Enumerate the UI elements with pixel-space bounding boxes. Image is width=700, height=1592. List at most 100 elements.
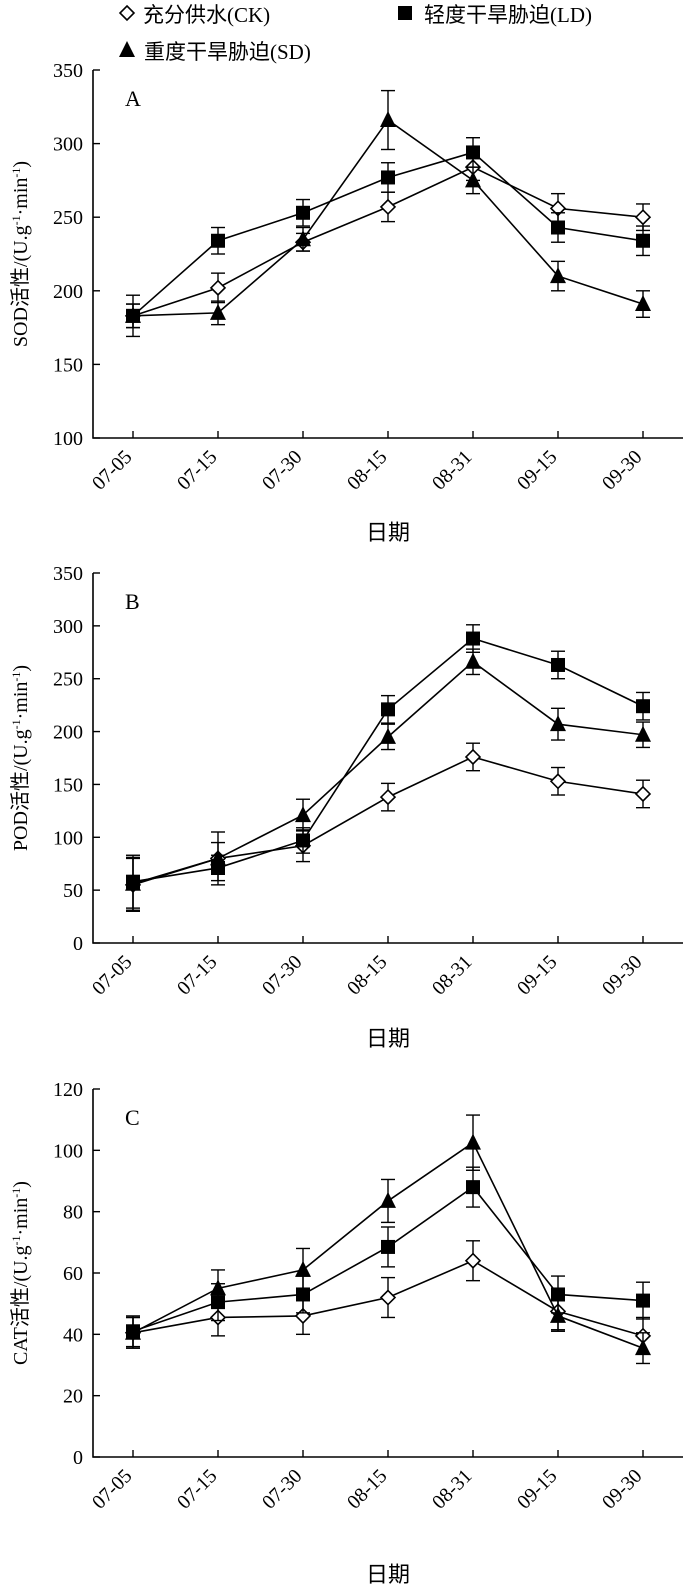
legend-marker: [118, 4, 136, 22]
y-tick-label: 0: [73, 1447, 83, 1469]
x-tick-label: 07-05: [88, 446, 137, 495]
x-tick-label: 07-30: [258, 951, 307, 1000]
data-point: [125, 1323, 141, 1340]
data-point: [380, 1191, 396, 1208]
x-tick-label: 07-15: [173, 1465, 222, 1514]
data-point: [550, 267, 566, 284]
y-tick-label: 150: [53, 774, 83, 796]
x-tick-label: 09-30: [598, 951, 647, 1000]
series-triangle-filled: [125, 648, 651, 911]
data-point: [295, 806, 311, 823]
y-tick-label: 350: [53, 60, 83, 82]
x-tick-label: 07-15: [173, 951, 222, 1000]
y-tick-label: 250: [53, 207, 83, 229]
chart-panel-A: 100 150 200 250 300 350 07-05 07-15 07-30 08-15 08…: [9, 60, 683, 545]
data-point: [381, 170, 395, 185]
data-point: [295, 1260, 311, 1277]
y-tick-label: 100: [53, 827, 83, 849]
x-tick-label: 09-15: [513, 446, 562, 495]
data-point: [209, 279, 227, 296]
data-point: [296, 205, 310, 220]
data-point: [380, 111, 396, 128]
data-point: [550, 715, 566, 732]
x-tick-label: 07-30: [258, 446, 307, 495]
axis-lines: [92, 1089, 683, 1458]
y-tick-label: 40: [63, 1324, 83, 1346]
x-tick-label: 08-31: [428, 951, 477, 1000]
data-point: [551, 1287, 565, 1302]
data-point: [210, 1279, 226, 1296]
y-tick-label: 150: [53, 354, 83, 376]
x-tick-label: 08-15: [343, 446, 392, 495]
legend-item: 轻度干旱胁迫(LD): [398, 3, 592, 27]
chart-panel-C: 0 20 40 60 80 100 120 07-05 07-15 07-30 08-15 08-31…: [9, 1079, 683, 1587]
x-tick-label: 07-15: [173, 446, 222, 495]
x-axis-title: 日期: [366, 1562, 410, 1587]
data-point: [634, 209, 652, 226]
data-point: [464, 1252, 482, 1269]
data-point: [466, 145, 480, 160]
x-tick-label: 07-05: [88, 1465, 137, 1514]
x-tick-label: 09-30: [598, 1465, 647, 1514]
y-tick-label: 300: [53, 134, 83, 156]
data-point: [549, 773, 567, 790]
y-tick-label: 350: [53, 563, 83, 585]
data-point: [466, 631, 480, 646]
series-square-filled: [126, 137, 650, 338]
y-tick-label: 0: [73, 933, 83, 955]
series-triangle-filled: [125, 1114, 651, 1365]
legend-item: 重度干旱胁迫(SD): [119, 40, 311, 64]
data-point: [635, 1339, 651, 1356]
data-point: [381, 702, 395, 717]
legend-marker: [119, 41, 135, 57]
x-tick-label: 09-15: [513, 1465, 562, 1514]
x-axis-title: 日期: [366, 1026, 410, 1051]
legend: 充分供水(CK) 轻度干旱胁迫(LD) 重度干旱胁迫(SD): [118, 3, 592, 64]
data-point: [381, 1239, 395, 1254]
x-tick-label: 08-31: [428, 1465, 477, 1514]
series-diamond-open: [124, 742, 652, 912]
x-tick-label: 09-15: [513, 951, 562, 1000]
data-point: [125, 306, 141, 323]
data-point: [465, 652, 481, 669]
legend-label: 重度干旱胁迫(SD): [144, 40, 311, 64]
y-tick-label: 300: [53, 616, 83, 638]
chart-panel-B: 0 50 100 150 200 250 300 350 07-05 07-15 07-30 08-1…: [9, 563, 683, 1051]
y-tick-label: 120: [53, 1079, 83, 1101]
data-point: [379, 788, 397, 806]
data-point: [379, 198, 397, 216]
y-tick-label: 50: [63, 880, 83, 902]
data-point: [636, 1293, 650, 1308]
panel-label: B: [125, 589, 140, 614]
axis-lines: [92, 573, 683, 944]
data-point: [636, 233, 650, 248]
x-axis-title: 日期: [366, 520, 410, 545]
data-point: [465, 171, 481, 188]
panel-label: A: [125, 86, 141, 111]
y-tick-label: 100: [53, 1140, 83, 1162]
data-point: [551, 220, 565, 235]
y-axis-title: SOD活性/(U.g-1·min-1): [9, 161, 32, 347]
x-tick-label: 07-05: [88, 951, 137, 1000]
data-point: [466, 1180, 480, 1195]
x-tick-label: 08-15: [343, 951, 392, 1000]
data-point: [210, 303, 226, 320]
data-point: [296, 833, 310, 848]
legend-label: 轻度干旱胁迫(LD): [424, 3, 592, 27]
data-point: [379, 1289, 397, 1306]
data-point: [380, 727, 396, 744]
data-point: [211, 233, 225, 248]
panel-label: C: [125, 1105, 140, 1130]
x-tick-label: 08-15: [343, 1465, 392, 1514]
y-tick-label: 200: [53, 722, 83, 744]
legend-label: 充分供水(CK): [143, 3, 270, 27]
data-point: [464, 748, 482, 766]
data-point: [210, 849, 226, 866]
data-point: [551, 657, 565, 672]
y-axis-title: CAT活性/(U.g-1·min-1): [9, 1181, 32, 1365]
chart-panels: 100 150 200 250 300 350 07-05 07-15 07-30 08-15 08…: [9, 60, 683, 1587]
y-tick-label: 250: [53, 669, 83, 691]
data-point: [634, 785, 652, 803]
x-tick-label: 07-30: [258, 1465, 307, 1514]
